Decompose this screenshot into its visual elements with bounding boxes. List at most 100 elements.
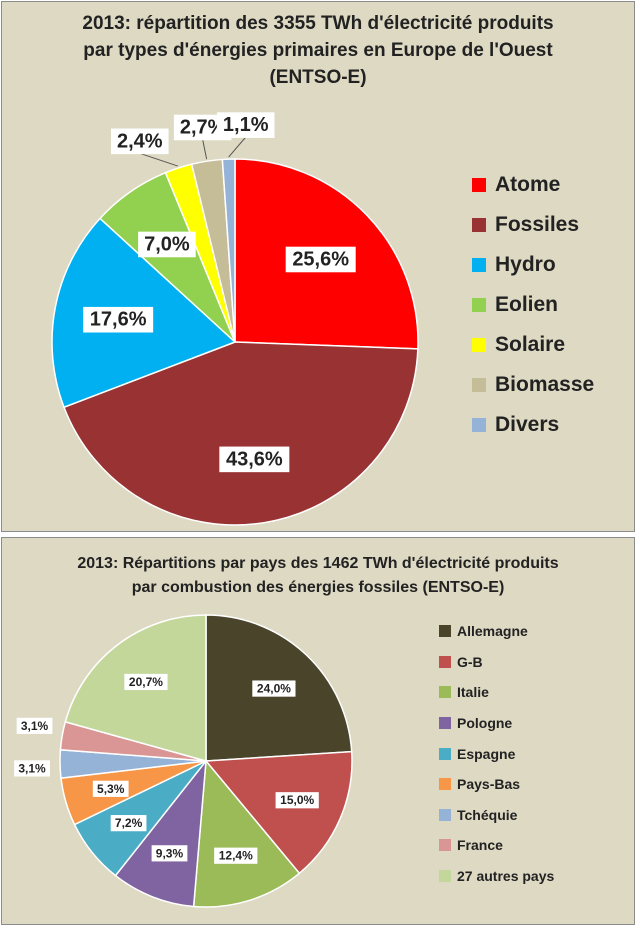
pie-slice-divers	[221, 158, 236, 343]
pie-slice-pologne	[114, 758, 207, 908]
fossil-title-line-1: 2013: Répartitions par pays des 1462 TWh…	[77, 555, 559, 572]
data-label-box-atome	[285, 246, 356, 273]
legend-label-tchequie: Tchéquie	[457, 806, 518, 823]
pie-slice-g-b	[204, 750, 353, 875]
legend-label-france: France	[457, 837, 503, 854]
data-label-box-27-autres-pays	[124, 673, 168, 691]
data-label-tchequie: 3,1%	[18, 761, 46, 775]
legend-label-solaire: Solaire	[495, 333, 566, 356]
legend-swatch-allemagne	[439, 625, 451, 638]
data-label-pays-bas: 5,3%	[97, 782, 125, 796]
legend-label-atome: Atome	[495, 173, 561, 196]
legend-item-pays-bas: Pays-Bas	[439, 769, 554, 800]
data-label-box-france	[16, 717, 53, 734]
data-label-espagne: 7,2%	[115, 816, 143, 830]
legend-item-pologne: Pologne	[439, 708, 554, 739]
leader-line-biomasse	[202, 139, 208, 160]
data-label-eolien: 7,0%	[144, 233, 190, 255]
legend-label-pays-bas: Pays-Bas	[457, 776, 521, 793]
legend-swatch-eolien	[472, 298, 486, 312]
data-label-fossiles: 43,6%	[226, 448, 283, 470]
data-label-box-divers	[216, 112, 275, 138]
legend-label-hydro: Hydro	[495, 253, 556, 276]
fossil-country-legend: Allemagne G-B Italie Pologne Espagne Pays-Bas…	[439, 616, 554, 891]
data-label-box-solaire	[110, 128, 169, 155]
data-label-box-hydro	[83, 306, 154, 333]
legend-item-italie: Italie	[439, 677, 554, 708]
legend-item-tchequie: Tchéquie	[439, 800, 554, 831]
legend-item-27-autres-pays: 27 autres pays	[439, 861, 554, 892]
energy-chart-panel: 2013: répartition des 3355 TWh d'électri…	[1, 1, 635, 532]
legend-swatch-italie	[439, 686, 451, 699]
data-label-italie: 12,4%	[219, 849, 253, 863]
legend-label-allemagne: Allemagne	[457, 623, 528, 640]
data-label-box-pays-bas	[92, 780, 129, 797]
data-label-box-pologne	[151, 845, 188, 862]
data-label-allemagne: 24,0%	[257, 682, 291, 696]
energy-title-line-1: 2013: répartition des 3355 TWh d'électri…	[82, 13, 554, 34]
data-label-box-eolien	[138, 231, 196, 258]
fossil-title-line-2: par combustion des énergies fossiles (EN…	[131, 579, 505, 596]
energy-pie: 25,6% 43,6% 17,6% 7,0% 2,4% 2,7%1,1%	[51, 112, 419, 526]
legend-item-fossiles: Fossiles	[472, 205, 594, 245]
legend-swatch-g-b	[439, 655, 451, 668]
data-label-atome: 25,6%	[292, 248, 349, 270]
pie-slice-fossiles	[63, 341, 419, 526]
energy-legend: Atome Fossiles Hydro Eolien Solaire Biomasse D…	[472, 165, 594, 445]
legend-swatch-tchequie	[439, 808, 451, 821]
legend-label-g-b: G-B	[457, 653, 483, 670]
data-label-box-italie	[214, 847, 258, 864]
data-label-france: 3,1%	[21, 719, 49, 733]
legend-item-espagne: Espagne	[439, 738, 554, 769]
legend-label-espagne: Espagne	[457, 745, 516, 762]
fossil-country-chart-panel: 2013: Répartitions par pays des 1462 TWh…	[1, 537, 635, 925]
legend-label-eolien: Eolien	[495, 293, 559, 316]
data-label-biomasse: 2,7%	[180, 116, 226, 138]
data-label-box-espagne	[110, 815, 147, 832]
legend-label-pologne: Pologne	[457, 715, 513, 732]
legend-item-hydro: Hydro	[472, 245, 594, 285]
legend-swatch-espagne	[439, 747, 451, 760]
energy-title-line-3: (ENTSO-E)	[269, 67, 367, 88]
legend-item-solaire: Solaire	[472, 325, 594, 365]
data-label-box-tchequie	[14, 760, 50, 777]
data-label-divers: 1,1%	[223, 114, 269, 136]
data-label-pologne: 9,3%	[156, 846, 184, 860]
legend-swatch-solaire	[472, 338, 486, 352]
fossil-country-pie: 24,0% 15,0% 12,4% 9,3% 7,2% 5,3% 3,1% 3,1% 20,7%	[14, 614, 353, 908]
leader-line-solaire	[139, 152, 178, 167]
leader-line-divers	[228, 136, 247, 158]
legend-label-fossiles: Fossiles	[495, 213, 580, 236]
pie-slice-italie	[192, 759, 301, 908]
legend-swatch-atome	[472, 178, 486, 192]
data-label-hydro: 17,6%	[90, 309, 147, 331]
data-label-27-autres-pays: 20,7%	[129, 675, 163, 689]
legend-swatch-hydro	[472, 258, 486, 272]
legend-swatch-pologne	[439, 717, 451, 730]
data-label-box-fossiles	[219, 446, 290, 473]
energy-title-line-2: par types d'énergies primaires en Europe…	[83, 40, 553, 61]
legend-swatch-divers	[472, 418, 486, 432]
legend-item-atome: Atome	[472, 165, 594, 205]
legend-item-allemagne: Allemagne	[439, 616, 554, 647]
data-label-solaire: 2,4%	[117, 130, 163, 152]
legend-swatch-fossiles	[472, 218, 486, 232]
legend-label-divers: Divers	[495, 413, 560, 436]
legend-swatch-biomasse	[472, 378, 486, 392]
legend-item-biomasse: Biomasse	[472, 365, 594, 405]
legend-swatch-27-autres-pays	[439, 870, 451, 883]
data-label-g-b: 15,0%	[280, 793, 314, 807]
data-label-box-g-b	[275, 792, 319, 809]
legend-item-divers: Divers	[472, 405, 594, 445]
legend-swatch-pays-bas	[439, 778, 451, 791]
legend-item-eolien: Eolien	[472, 285, 594, 325]
energy-chart-title: 2013: répartition des 3355 TWh d'électri…	[2, 10, 634, 91]
data-label-box-allemagne	[252, 680, 296, 697]
legend-label-italie: Italie	[457, 684, 489, 701]
legend-item-g-b: G-B	[439, 647, 554, 678]
fossil-chart-title: 2013: Répartitions par pays des 1462 TWh…	[2, 552, 634, 600]
legend-label-27-autres-pays: 27 autres pays	[457, 868, 555, 885]
legend-swatch-france	[439, 839, 451, 852]
legend-item-france: France	[439, 830, 554, 861]
legend-label-biomasse: Biomasse	[495, 373, 595, 396]
